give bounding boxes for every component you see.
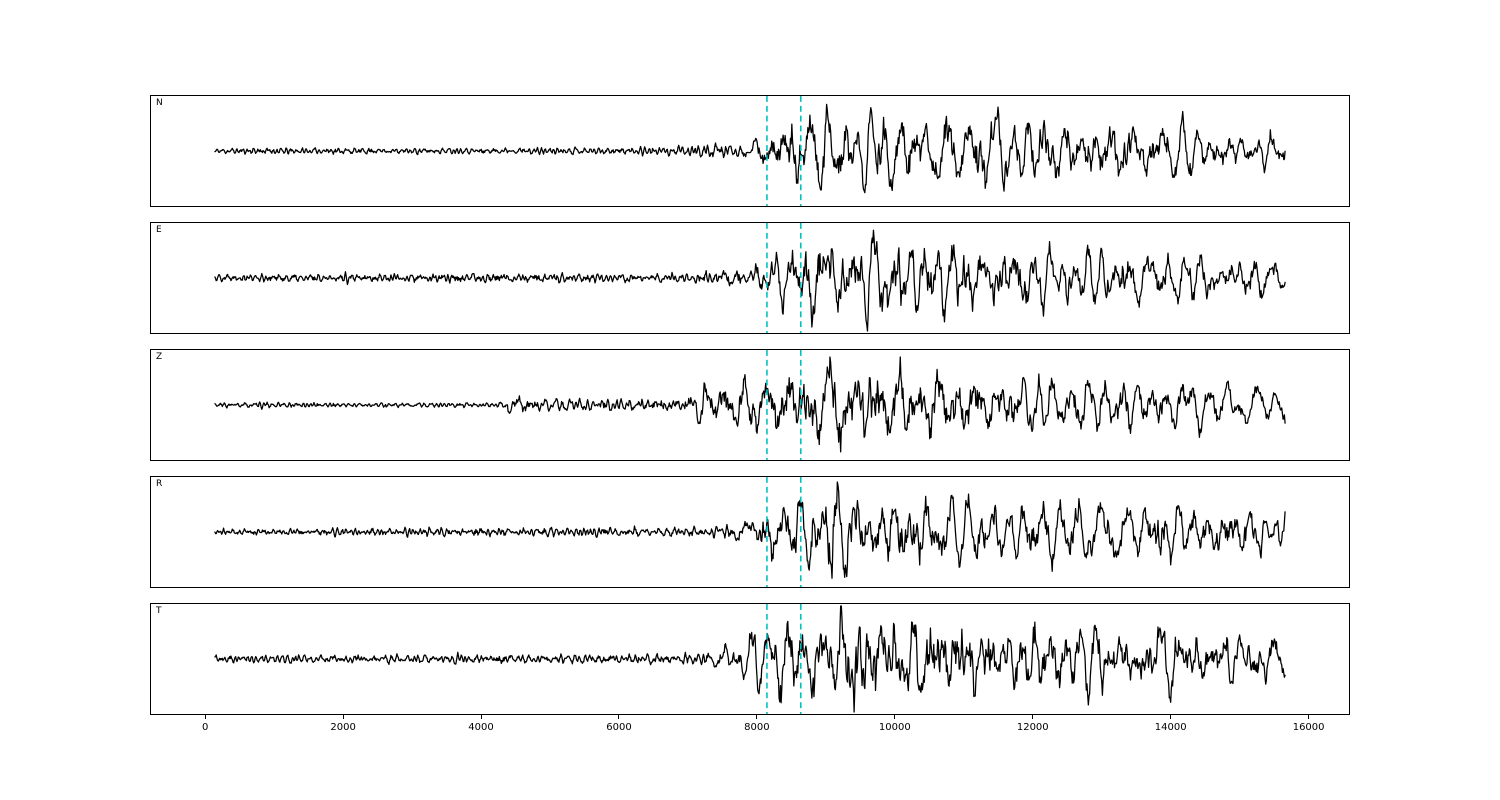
panel-plot-area xyxy=(214,477,1286,587)
waveform-panel-N: N xyxy=(150,95,1350,207)
x-tick-mark xyxy=(894,715,896,719)
panel-plot-area xyxy=(214,604,1286,714)
x-tick-label: 4000 xyxy=(468,722,494,733)
waveform-panel-Z: Z xyxy=(150,349,1350,461)
x-tick-mark xyxy=(480,715,482,719)
panel-label: E xyxy=(156,225,162,235)
x-tick-label: 10000 xyxy=(878,722,911,733)
x-tick-label: 16000 xyxy=(1292,722,1325,733)
x-axis: 0 2000 4000 6000 8000 10000 12000 14000 16000 xyxy=(150,715,1350,745)
panel-plot-area xyxy=(214,223,1286,333)
x-tick-label: 14000 xyxy=(1154,722,1187,733)
panel-label: N xyxy=(156,98,163,108)
panel-label: T xyxy=(156,606,162,616)
waveform-panel-R: R xyxy=(150,476,1350,588)
x-tick-label: 2000 xyxy=(330,722,356,733)
seismogram-trace xyxy=(214,605,1286,713)
x-tick-mark xyxy=(1308,715,1310,719)
x-tick-mark xyxy=(1032,715,1034,719)
x-tick-label: 6000 xyxy=(606,722,632,733)
panel-label: R xyxy=(156,479,163,489)
x-tick-mark xyxy=(342,715,344,719)
seismogram-trace xyxy=(214,229,1286,332)
waveform-panel-E: E xyxy=(150,222,1350,334)
panel-plot-area xyxy=(214,96,1286,206)
x-tick-mark xyxy=(756,715,758,719)
waveform-panel-T: T xyxy=(150,603,1350,715)
seismogram-trace xyxy=(214,356,1286,453)
seismogram-trace xyxy=(214,103,1286,194)
panel-plot-area xyxy=(214,350,1286,460)
seismogram-trace xyxy=(214,481,1286,579)
x-tick-label: 8000 xyxy=(744,722,770,733)
x-tick-mark xyxy=(204,715,206,719)
x-tick-mark xyxy=(1170,715,1172,719)
x-tick-label: 0 xyxy=(201,722,209,733)
x-tick-label: 12000 xyxy=(1016,722,1049,733)
x-tick-mark xyxy=(618,715,620,719)
panel-label: Z xyxy=(156,352,163,362)
